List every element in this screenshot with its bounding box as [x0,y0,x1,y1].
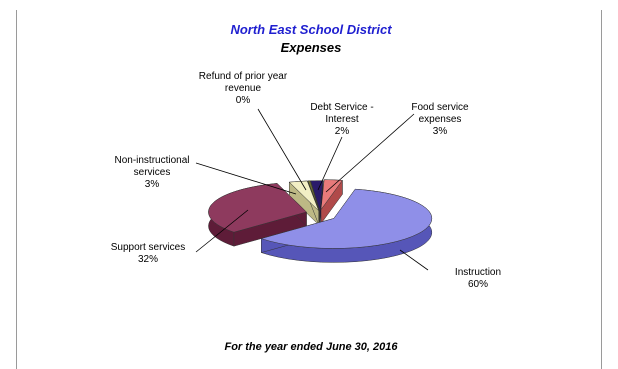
slice-labels: Instruction 60% Support services 32% Non-ins… [111,71,501,290]
pie-slice-food-service-expenses [320,179,343,225]
leader-line-6 [325,113,415,193]
slice-label-4: Refund of prior year revenue 0% [199,71,288,106]
slice-label-6: Food service expenses 3% [411,102,469,137]
pie-slices [208,179,433,263]
leader-line-5 [317,136,343,191]
chart-subtitle: Expenses [281,40,342,55]
chart-title: North East School District [230,22,392,37]
slice-label-3: Non-instructional services 3% [114,155,189,190]
leader-lines [195,108,429,271]
slice-label-5: Debt Service -Interest 2% [310,102,373,137]
pie-slice-support-services [208,182,307,247]
slice-label-1: Instruction 60% [455,267,501,290]
slice-label-2: Support services 32% [111,242,185,265]
chart-frame [16,10,602,369]
leader-line-4 [257,108,307,191]
chart-footer: For the year ended June 30, 2016 [224,341,398,353]
leader-line-1 [399,249,429,271]
pie-slice-instruction [260,188,433,263]
leader-line-3 [195,162,297,195]
pie-slice-non-instructional-services [288,180,319,226]
leader-line-2 [195,209,249,253]
